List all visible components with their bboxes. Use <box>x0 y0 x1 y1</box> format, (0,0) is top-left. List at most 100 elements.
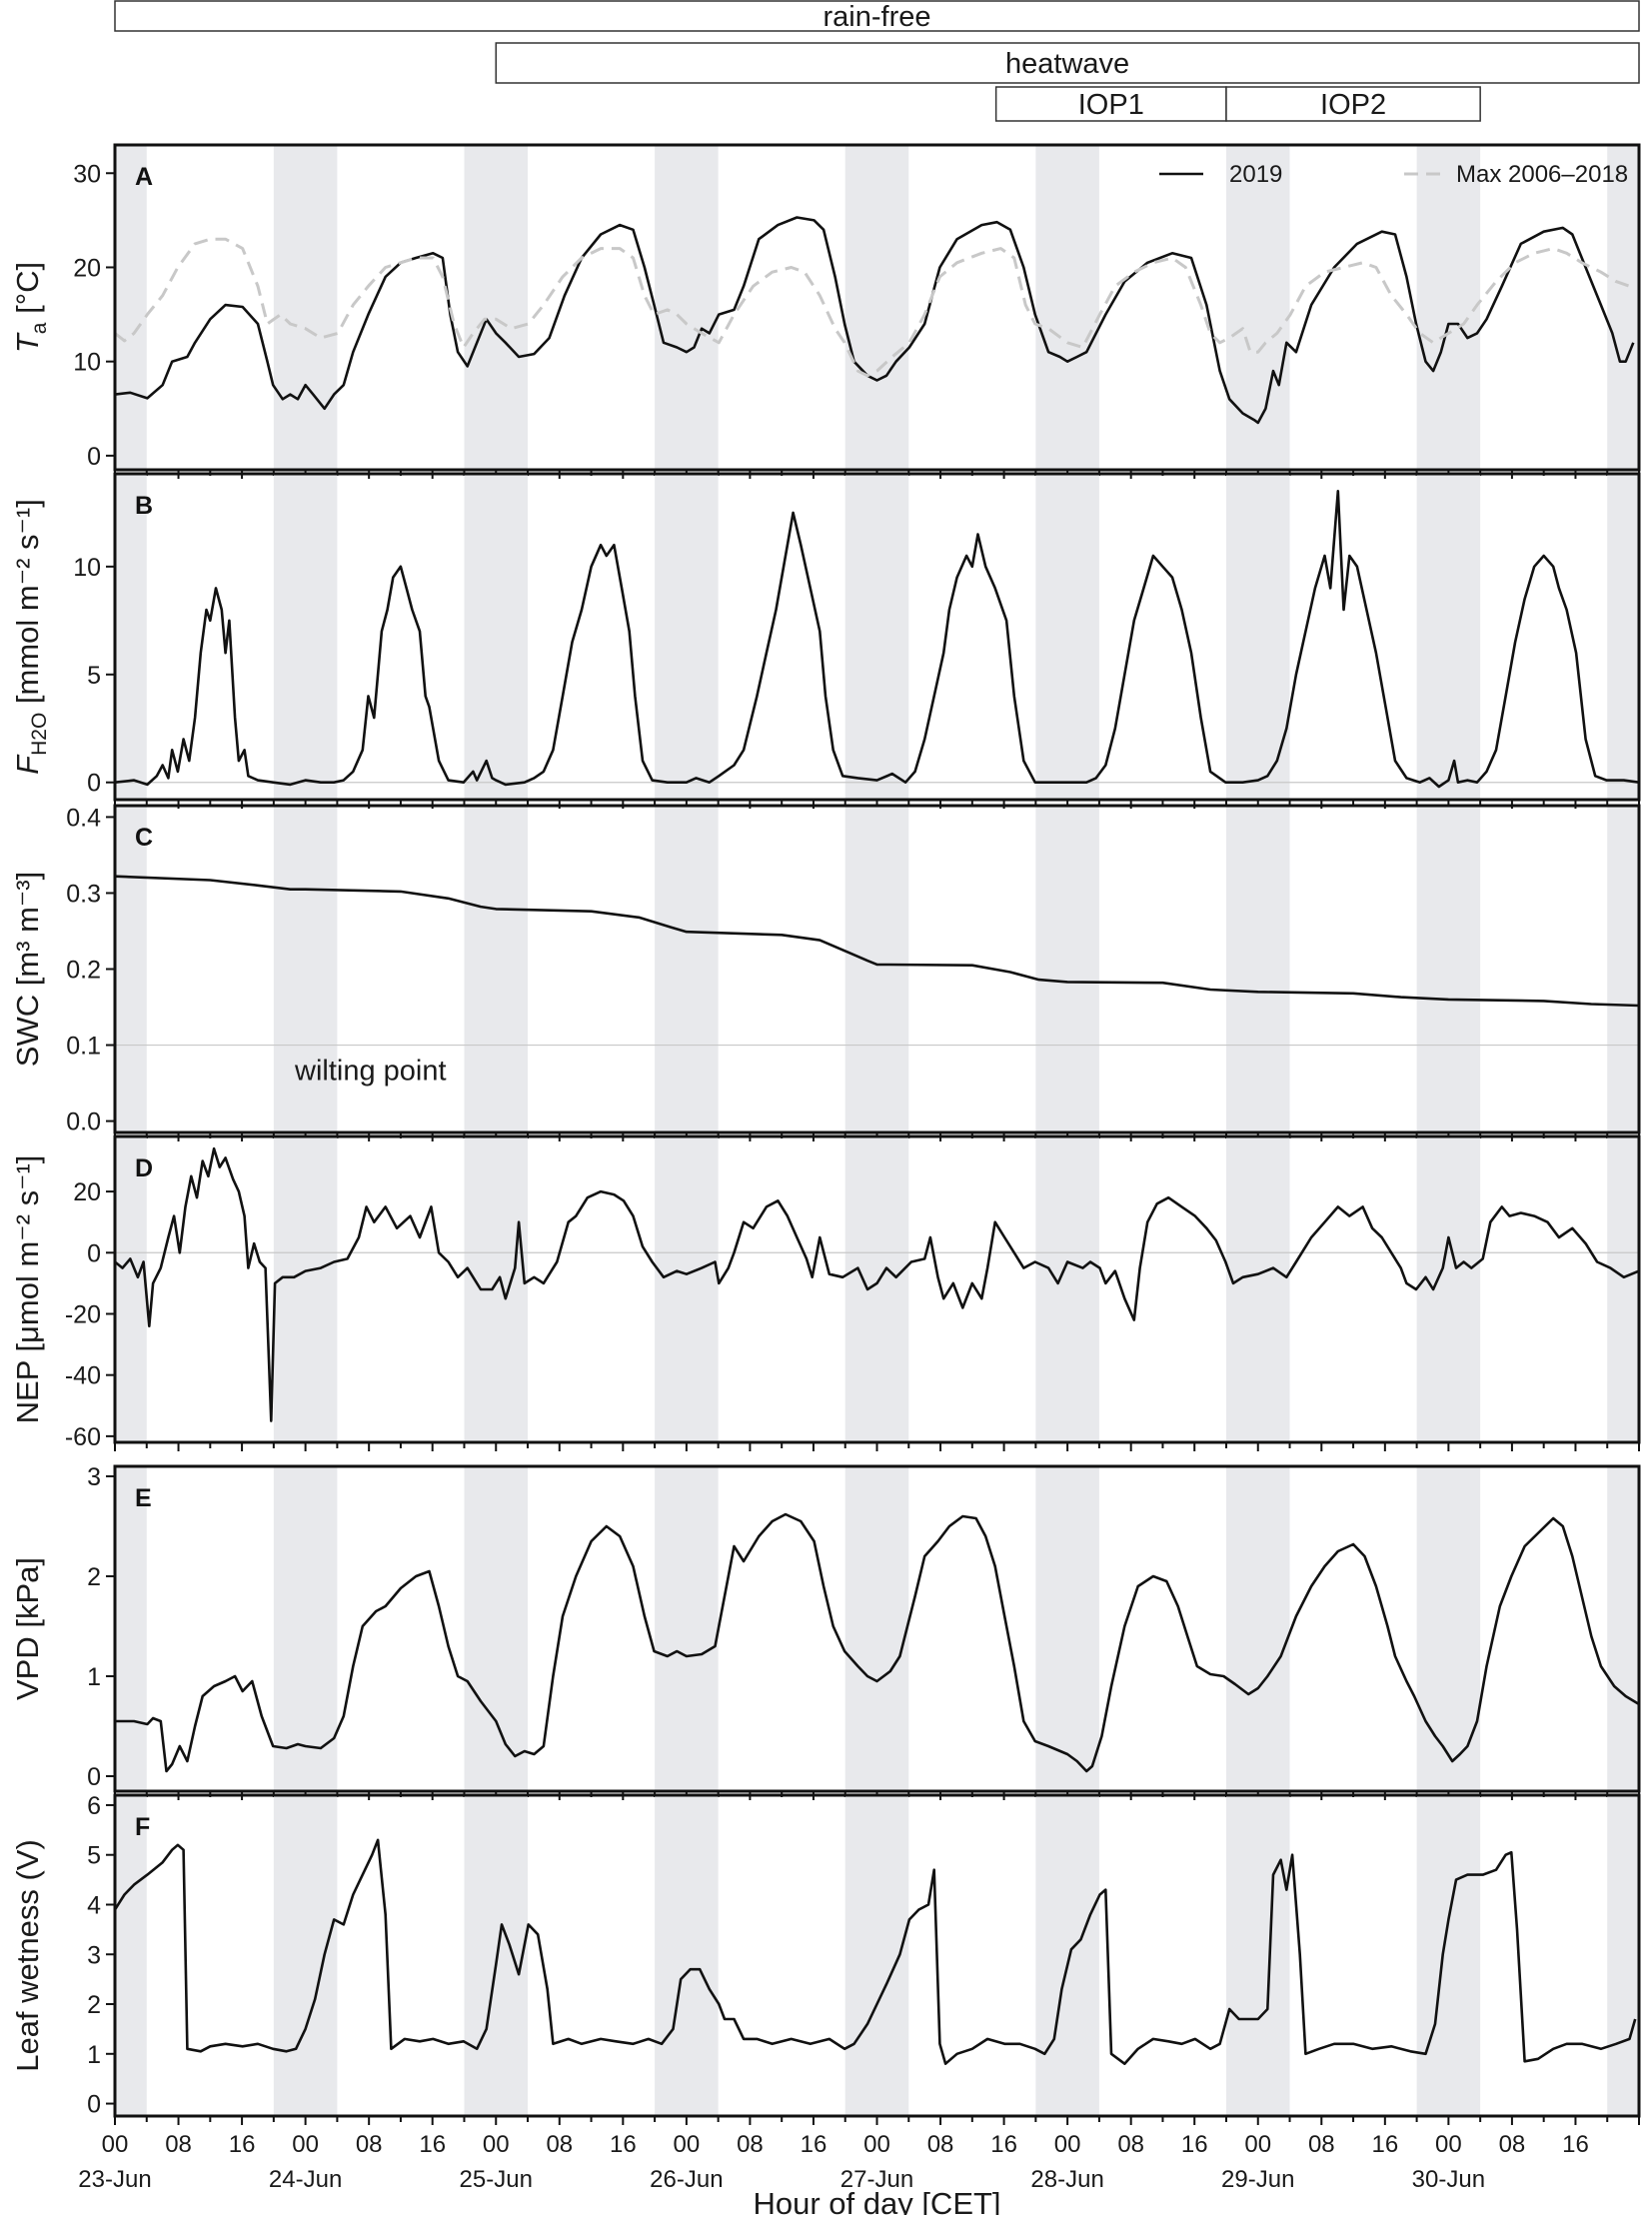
night-band <box>655 145 719 470</box>
panel-A: 0 10 20 30 A Ta [°C] 2019 Max 2006–2018 <box>10 143 1641 479</box>
x-date-label: 26-Jun <box>650 2166 723 2193</box>
y-tick-label: -40 <box>65 1362 101 1390</box>
night-band <box>844 474 909 800</box>
panel-D: -60 -40 -20 0 20 D NEP [μmol m⁻² s⁻¹] <box>10 1134 1641 1451</box>
night-band <box>1225 1136 1290 1442</box>
night-band <box>273 474 338 800</box>
night-band <box>115 145 147 470</box>
y-tick-label: 0.4 <box>66 804 101 832</box>
series-line-2019 <box>115 875 1639 1008</box>
y-tick-label: 3 <box>87 1941 101 1969</box>
y-axis-label: Leaf wetness (V) <box>10 1839 45 2072</box>
x-hour-label: 08 <box>165 2131 192 2158</box>
night-band <box>464 1136 529 1442</box>
series-line-max-2006-2018 <box>115 237 1630 378</box>
x-hour-label: 08 <box>927 2131 954 2158</box>
night-band <box>1225 145 1290 470</box>
x-hour-label: 16 <box>229 2131 256 2158</box>
panel-letter: A <box>135 163 153 191</box>
x-hour-label: 16 <box>1562 2131 1589 2158</box>
night-band <box>1035 806 1099 1132</box>
legend-entry: 2019 <box>1229 161 1282 188</box>
x-hour-label: 16 <box>419 2131 446 2158</box>
panel-letter: E <box>135 1484 152 1512</box>
y-tick-label: 20 <box>73 254 101 282</box>
period-bar <box>114 0 1640 32</box>
night-band <box>1607 1136 1639 1442</box>
series-line-2019 <box>115 1146 1639 1422</box>
night-band <box>1225 806 1290 1132</box>
y-tick-label: 5 <box>87 1842 101 1870</box>
period-bars: rain-free heatwave IOP1 IOP2 <box>114 0 1640 122</box>
period-bar <box>495 42 1640 84</box>
y-tick-label: 2 <box>87 1563 101 1591</box>
night-band <box>655 1795 719 2116</box>
legend: 2019 Max 2006–2018 <box>1159 161 1628 188</box>
night-band <box>1035 145 1099 470</box>
x-date-label: 30-Jun <box>1412 2166 1485 2193</box>
x-hour-label: 08 <box>737 2131 764 2158</box>
x-hour-label: 16 <box>1181 2131 1208 2158</box>
panel-C: 0.0 0.1 0.2 0.3 0.4 C SWC [m³ m⁻³] wilting poin… <box>10 804 1641 1141</box>
y-tick-label: 20 <box>73 1178 101 1206</box>
night-band <box>844 1466 909 1791</box>
night-band <box>464 1466 529 1791</box>
night-band <box>844 1136 909 1442</box>
night-band <box>115 1136 147 1442</box>
night-band <box>844 806 909 1132</box>
legend-entry: Max 2006–2018 <box>1456 161 1628 188</box>
night-band <box>464 806 529 1132</box>
night-band <box>1035 1136 1099 1442</box>
series-line-2019 <box>115 490 1639 789</box>
y-tick-label: 10 <box>73 349 101 377</box>
panel-letter: C <box>135 824 153 852</box>
y-tick-label: 1 <box>87 2041 101 2069</box>
y-axis-label: Ta [°C] <box>10 262 51 353</box>
night-band <box>273 145 338 470</box>
y-tick-label: 3 <box>87 1463 101 1491</box>
x-date-label: 27-Jun <box>840 2166 913 2193</box>
night-band <box>273 1136 338 1442</box>
period-bar <box>994 86 1227 122</box>
x-date-label: 29-Jun <box>1221 2166 1294 2193</box>
night-band <box>1225 474 1290 800</box>
night-band <box>1416 1466 1481 1791</box>
panel-letter: B <box>135 492 153 520</box>
night-band <box>273 1466 338 1791</box>
night-band <box>115 806 147 1132</box>
night-band <box>1416 145 1481 470</box>
y-tick-label: 6 <box>87 1792 101 1820</box>
x-hour-label: 16 <box>801 2131 827 2158</box>
x-axis-title: Hour of day [CET] <box>753 2186 1000 2215</box>
period-label: IOP2 <box>1320 89 1386 121</box>
x-date-label: 23-Jun <box>78 2166 151 2193</box>
x-hour-label: 16 <box>1371 2131 1398 2158</box>
series-line-2019 <box>115 1512 1639 1773</box>
night-band <box>1225 1466 1290 1791</box>
y-tick-label: 0 <box>87 443 101 471</box>
night-band <box>655 474 719 800</box>
x-hour-label: 00 <box>1435 2131 1462 2158</box>
night-band <box>1416 1136 1481 1442</box>
night-band <box>1607 474 1639 800</box>
night-band <box>1607 145 1639 470</box>
y-label-unit: [mmol m⁻² s⁻¹] <box>10 499 45 713</box>
night-band <box>655 1466 719 1791</box>
y-tick-label: 4 <box>87 1891 101 1919</box>
y-label-symbol: F <box>10 754 45 775</box>
series-line-2019 <box>115 216 1635 425</box>
night-band <box>844 145 909 470</box>
x-hour-label: 16 <box>990 2131 1017 2158</box>
y-tick-label: -60 <box>65 1423 101 1451</box>
y-tick-label: 30 <box>73 160 101 188</box>
x-hour-label: 16 <box>610 2131 637 2158</box>
y-axis-label: NEP [μmol m⁻² s⁻¹] <box>10 1155 45 1424</box>
night-band <box>115 474 147 800</box>
x-hour-label: 08 <box>1308 2131 1335 2158</box>
y-tick-label: 0.0 <box>66 1108 101 1136</box>
night-band <box>655 1136 719 1442</box>
night-band <box>1607 1466 1639 1791</box>
y-tick-label: 0 <box>87 2091 101 2119</box>
night-band <box>273 806 338 1132</box>
